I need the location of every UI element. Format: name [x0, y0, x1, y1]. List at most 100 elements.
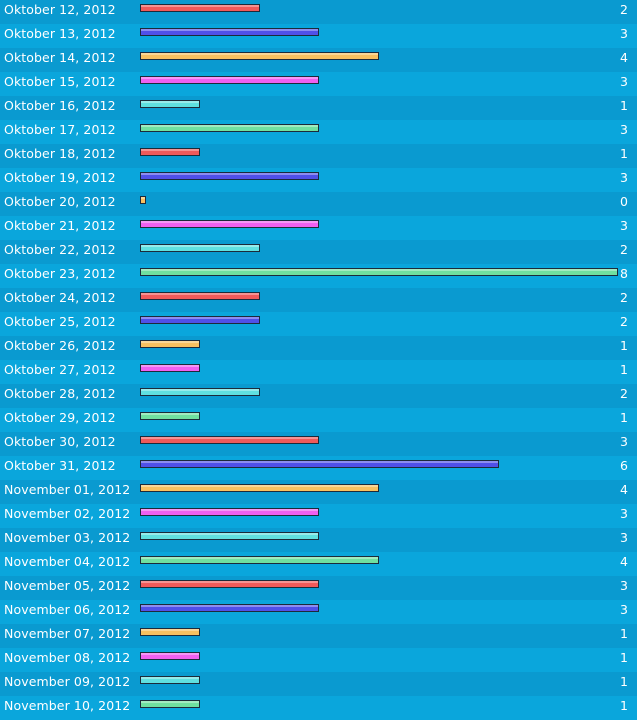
- category-label: November 08, 2012: [4, 650, 131, 665]
- category-label: Oktober 19, 2012: [4, 170, 116, 185]
- value-label: 8: [620, 266, 628, 281]
- value-label: 1: [620, 338, 628, 353]
- bar: [140, 532, 319, 540]
- category-label: Oktober 30, 2012: [4, 434, 116, 449]
- chart-row: November 01, 2012 4: [0, 480, 637, 504]
- chart-row: Oktober 22, 2012 2: [0, 240, 637, 264]
- bar: [140, 316, 260, 324]
- category-label: November 02, 2012: [4, 506, 131, 521]
- bar: [140, 364, 200, 372]
- value-label: 6: [620, 458, 628, 473]
- bar: [140, 148, 200, 156]
- value-label: 1: [620, 146, 628, 161]
- chart-row: Oktober 28, 2012 2: [0, 384, 637, 408]
- category-label: Oktober 29, 2012: [4, 410, 116, 425]
- bar: [140, 604, 319, 612]
- bar: [140, 244, 260, 252]
- bar: [140, 220, 319, 228]
- chart-row: Oktober 27, 2012 1: [0, 360, 637, 384]
- category-label: Oktober 26, 2012: [4, 338, 116, 353]
- chart-row: Oktober 23, 2012 8: [0, 264, 637, 288]
- value-label: 3: [620, 122, 628, 137]
- category-label: Oktober 27, 2012: [4, 362, 116, 377]
- chart-row: Oktober 29, 2012 1: [0, 408, 637, 432]
- category-label: November 04, 2012: [4, 554, 131, 569]
- category-label: November 03, 2012: [4, 530, 131, 545]
- chart-row: Oktober 19, 2012 3: [0, 168, 637, 192]
- category-label: November 07, 2012: [4, 626, 131, 641]
- value-label: 1: [620, 98, 628, 113]
- bar: [140, 484, 379, 492]
- value-label: 4: [620, 482, 628, 497]
- bar: [140, 652, 200, 660]
- category-label: Oktober 17, 2012: [4, 122, 116, 137]
- chart-row: November 04, 2012 4: [0, 552, 637, 576]
- bar: [140, 28, 319, 36]
- chart-row: Oktober 13, 2012 3: [0, 24, 637, 48]
- value-label: 1: [620, 410, 628, 425]
- chart-row: Oktober 14, 2012 4: [0, 48, 637, 72]
- chart-row: Oktober 12, 2012 2: [0, 0, 637, 24]
- bar: [140, 388, 260, 396]
- chart-row: Oktober 30, 2012 3: [0, 432, 637, 456]
- value-label: 2: [620, 2, 628, 17]
- chart-row: Oktober 16, 2012 1: [0, 96, 637, 120]
- chart-row: November 07, 2012 1: [0, 624, 637, 648]
- bar: [140, 4, 260, 12]
- chart-row: Oktober 25, 2012 2: [0, 312, 637, 336]
- value-label: 1: [620, 650, 628, 665]
- bar: [140, 196, 146, 204]
- chart-row: November 03, 2012 3: [0, 528, 637, 552]
- chart-row: November 06, 2012 3: [0, 600, 637, 624]
- value-label: 3: [620, 74, 628, 89]
- category-label: Oktober 22, 2012: [4, 242, 116, 257]
- category-label: November 01, 2012: [4, 482, 131, 497]
- bar: [140, 436, 319, 444]
- chart-row: Oktober 31, 2012 6: [0, 456, 637, 480]
- value-label: 4: [620, 50, 628, 65]
- category-label: Oktober 12, 2012: [4, 2, 116, 17]
- bar: [140, 76, 319, 84]
- category-label: November 09, 2012: [4, 674, 131, 689]
- category-label: November 05, 2012: [4, 578, 131, 593]
- bar: [140, 292, 260, 300]
- value-label: 4: [620, 554, 628, 569]
- value-label: 2: [620, 314, 628, 329]
- bar: [140, 172, 319, 180]
- value-label: 3: [620, 602, 628, 617]
- bar: [140, 460, 499, 468]
- value-label: 2: [620, 242, 628, 257]
- bar: [140, 580, 319, 588]
- category-label: November 06, 2012: [4, 602, 131, 617]
- category-label: Oktober 21, 2012: [4, 218, 116, 233]
- value-label: 2: [620, 386, 628, 401]
- category-label: Oktober 13, 2012: [4, 26, 116, 41]
- category-label: Oktober 18, 2012: [4, 146, 116, 161]
- category-label: Oktober 14, 2012: [4, 50, 116, 65]
- value-label: 1: [620, 362, 628, 377]
- bar: [140, 340, 200, 348]
- bar: [140, 628, 200, 636]
- category-label: Oktober 28, 2012: [4, 386, 116, 401]
- chart-row: November 10, 2012 1: [0, 696, 637, 720]
- category-label: Oktober 31, 2012: [4, 458, 116, 473]
- chart-row: November 02, 2012 3: [0, 504, 637, 528]
- bar: [140, 676, 200, 684]
- chart-row: November 09, 2012 1: [0, 672, 637, 696]
- category-label: Oktober 15, 2012: [4, 74, 116, 89]
- value-label: 3: [620, 506, 628, 521]
- chart-row: November 08, 2012 1: [0, 648, 637, 672]
- category-label: Oktober 23, 2012: [4, 266, 116, 281]
- chart-row: Oktober 21, 2012 3: [0, 216, 637, 240]
- chart-row: Oktober 20, 2012 0: [0, 192, 637, 216]
- category-label: Oktober 16, 2012: [4, 98, 116, 113]
- value-label: 3: [620, 434, 628, 449]
- value-label: 1: [620, 674, 628, 689]
- chart-row: Oktober 24, 2012 2: [0, 288, 637, 312]
- value-label: 3: [620, 218, 628, 233]
- category-label: Oktober 24, 2012: [4, 290, 116, 305]
- bar: [140, 100, 200, 108]
- category-label: Oktober 25, 2012: [4, 314, 116, 329]
- chart-row: Oktober 15, 2012 3: [0, 72, 637, 96]
